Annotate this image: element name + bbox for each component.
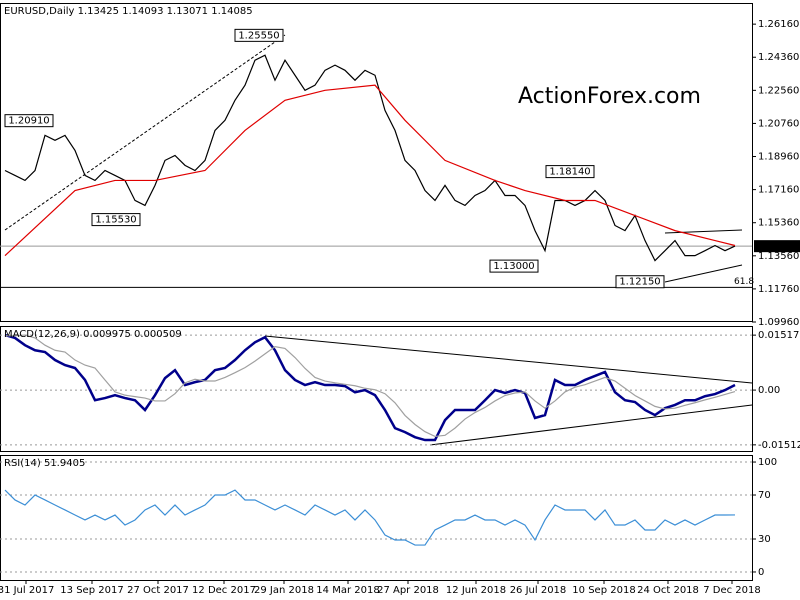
y-tick-label: 1.22560 <box>758 85 799 96</box>
x-tick-label: 26 Jul 2018 <box>510 585 567 596</box>
series-line <box>4 489 736 546</box>
annotation-box <box>489 259 539 273</box>
macd-trend-line <box>429 404 753 446</box>
panel-title: MACD(12,26,9) 0.009975 0.000509 <box>4 329 182 340</box>
annotation-box <box>615 275 665 289</box>
y-tick-label: 1.20760 <box>758 118 799 129</box>
triangle-line <box>664 264 743 283</box>
price-label-box <box>754 240 800 253</box>
series-line <box>5 334 736 438</box>
y-tick-label: 1.11760 <box>758 284 799 295</box>
y-tick-label: -0.015126 <box>758 440 800 451</box>
rsi-panel <box>0 455 753 581</box>
price-label: 1.14085 <box>757 241 798 252</box>
x-tick-label: 27 Apr 2018 <box>377 585 439 596</box>
macd-panel <box>0 326 753 452</box>
x-tick-label: 14 Mar 2018 <box>316 585 379 596</box>
annotation-box <box>4 114 54 128</box>
y-tick-label: 0.00 <box>758 385 780 396</box>
annotation-box <box>545 165 595 179</box>
y-tick-label: 1.26160 <box>758 19 799 30</box>
watermark: ActionForex.com <box>518 84 701 109</box>
annotation: 1.25550 <box>238 30 279 41</box>
x-tick-label: 10 Sep 2018 <box>572 585 635 596</box>
annotation: 1.18140 <box>549 167 590 178</box>
panel-title: EURUSD,Daily 1.13425 1.14093 1.13071 1.1… <box>4 6 253 17</box>
annotation-box <box>91 213 141 227</box>
annotation: 1.20910 <box>8 116 49 127</box>
y-tick-label: 1.17160 <box>758 185 799 196</box>
annotation: 1.12150 <box>619 277 660 288</box>
macd-trend-line <box>264 335 753 384</box>
series-line <box>4 333 736 442</box>
x-tick-label: 7 Dec 2018 <box>703 585 761 596</box>
series-line <box>4 84 736 257</box>
panel-title: RSI(14) 51.9405 <box>4 458 85 469</box>
y-tick-label: 1.09960 <box>758 317 799 328</box>
x-tick-label: 13 Sep 2017 <box>60 585 123 596</box>
x-tick-label: 12 Dec 2017 <box>192 585 256 596</box>
price-panel <box>0 3 753 322</box>
y-tick-label: 100 <box>758 457 777 468</box>
y-tick-label: 70 <box>758 490 771 501</box>
y-tick-label: 30 <box>758 534 771 545</box>
fib-label: 61.8 <box>734 277 754 287</box>
x-tick-label: 31 Jul 2017 <box>0 585 54 596</box>
y-tick-label: 0.015178 <box>758 330 800 341</box>
y-tick-label: 1.15360 <box>758 218 799 229</box>
trend-line <box>4 34 286 231</box>
x-tick-label: 27 Oct 2017 <box>127 585 189 596</box>
y-tick-label: 1.13560 <box>758 251 799 262</box>
x-tick-label: 12 Jun 2018 <box>446 585 506 596</box>
annotation: 1.15530 <box>95 215 136 226</box>
x-tick-label: 24 Oct 2018 <box>637 585 699 596</box>
y-tick-label: 1.18960 <box>758 152 799 163</box>
annotation: 1.13000 <box>493 261 534 272</box>
triangle-line <box>664 229 743 234</box>
y-tick-label: 1.24360 <box>758 52 799 63</box>
y-tick-label: 0 <box>758 567 764 578</box>
x-tick-label: 29 Jan 2018 <box>254 585 314 596</box>
annotation-box <box>234 28 284 42</box>
series-line <box>4 54 736 262</box>
